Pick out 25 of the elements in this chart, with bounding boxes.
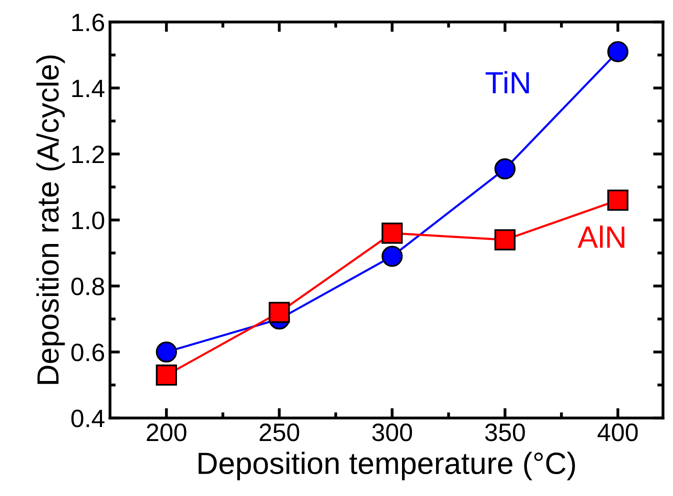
x-tick-label: 200 [146, 424, 186, 442]
x-axis-title: Deposition temperature (°C) [198, 452, 575, 480]
x-tick-label: 300 [372, 424, 412, 442]
legend-label: AlN [578, 226, 624, 248]
y-tick-label: 0.4 [71, 410, 104, 428]
point [382, 246, 403, 267]
y-tick-label: 1.2 [72, 146, 104, 164]
x-tick-label: 250 [260, 424, 300, 442]
y-tick-label: 1.0 [72, 212, 104, 230]
point [156, 364, 177, 386]
series-label: TiN [486, 71, 529, 94]
point [382, 222, 403, 244]
point [607, 41, 628, 62]
y-tick-label: 0.6 [71, 344, 104, 362]
point [156, 341, 177, 363]
y-tick-label: 1.4 [72, 80, 104, 98]
y-tick-label: 0.8 [71, 278, 104, 296]
point [494, 158, 516, 180]
point [607, 190, 628, 211]
y-axis-title: Deposition rate (A/cycle) [36, 55, 65, 384]
x-tick-label: 400 [598, 424, 638, 442]
point [494, 229, 516, 250]
x-tick-label: 350 [485, 424, 525, 442]
y-tick-label: 1.6 [72, 14, 104, 32]
point [268, 302, 290, 323]
